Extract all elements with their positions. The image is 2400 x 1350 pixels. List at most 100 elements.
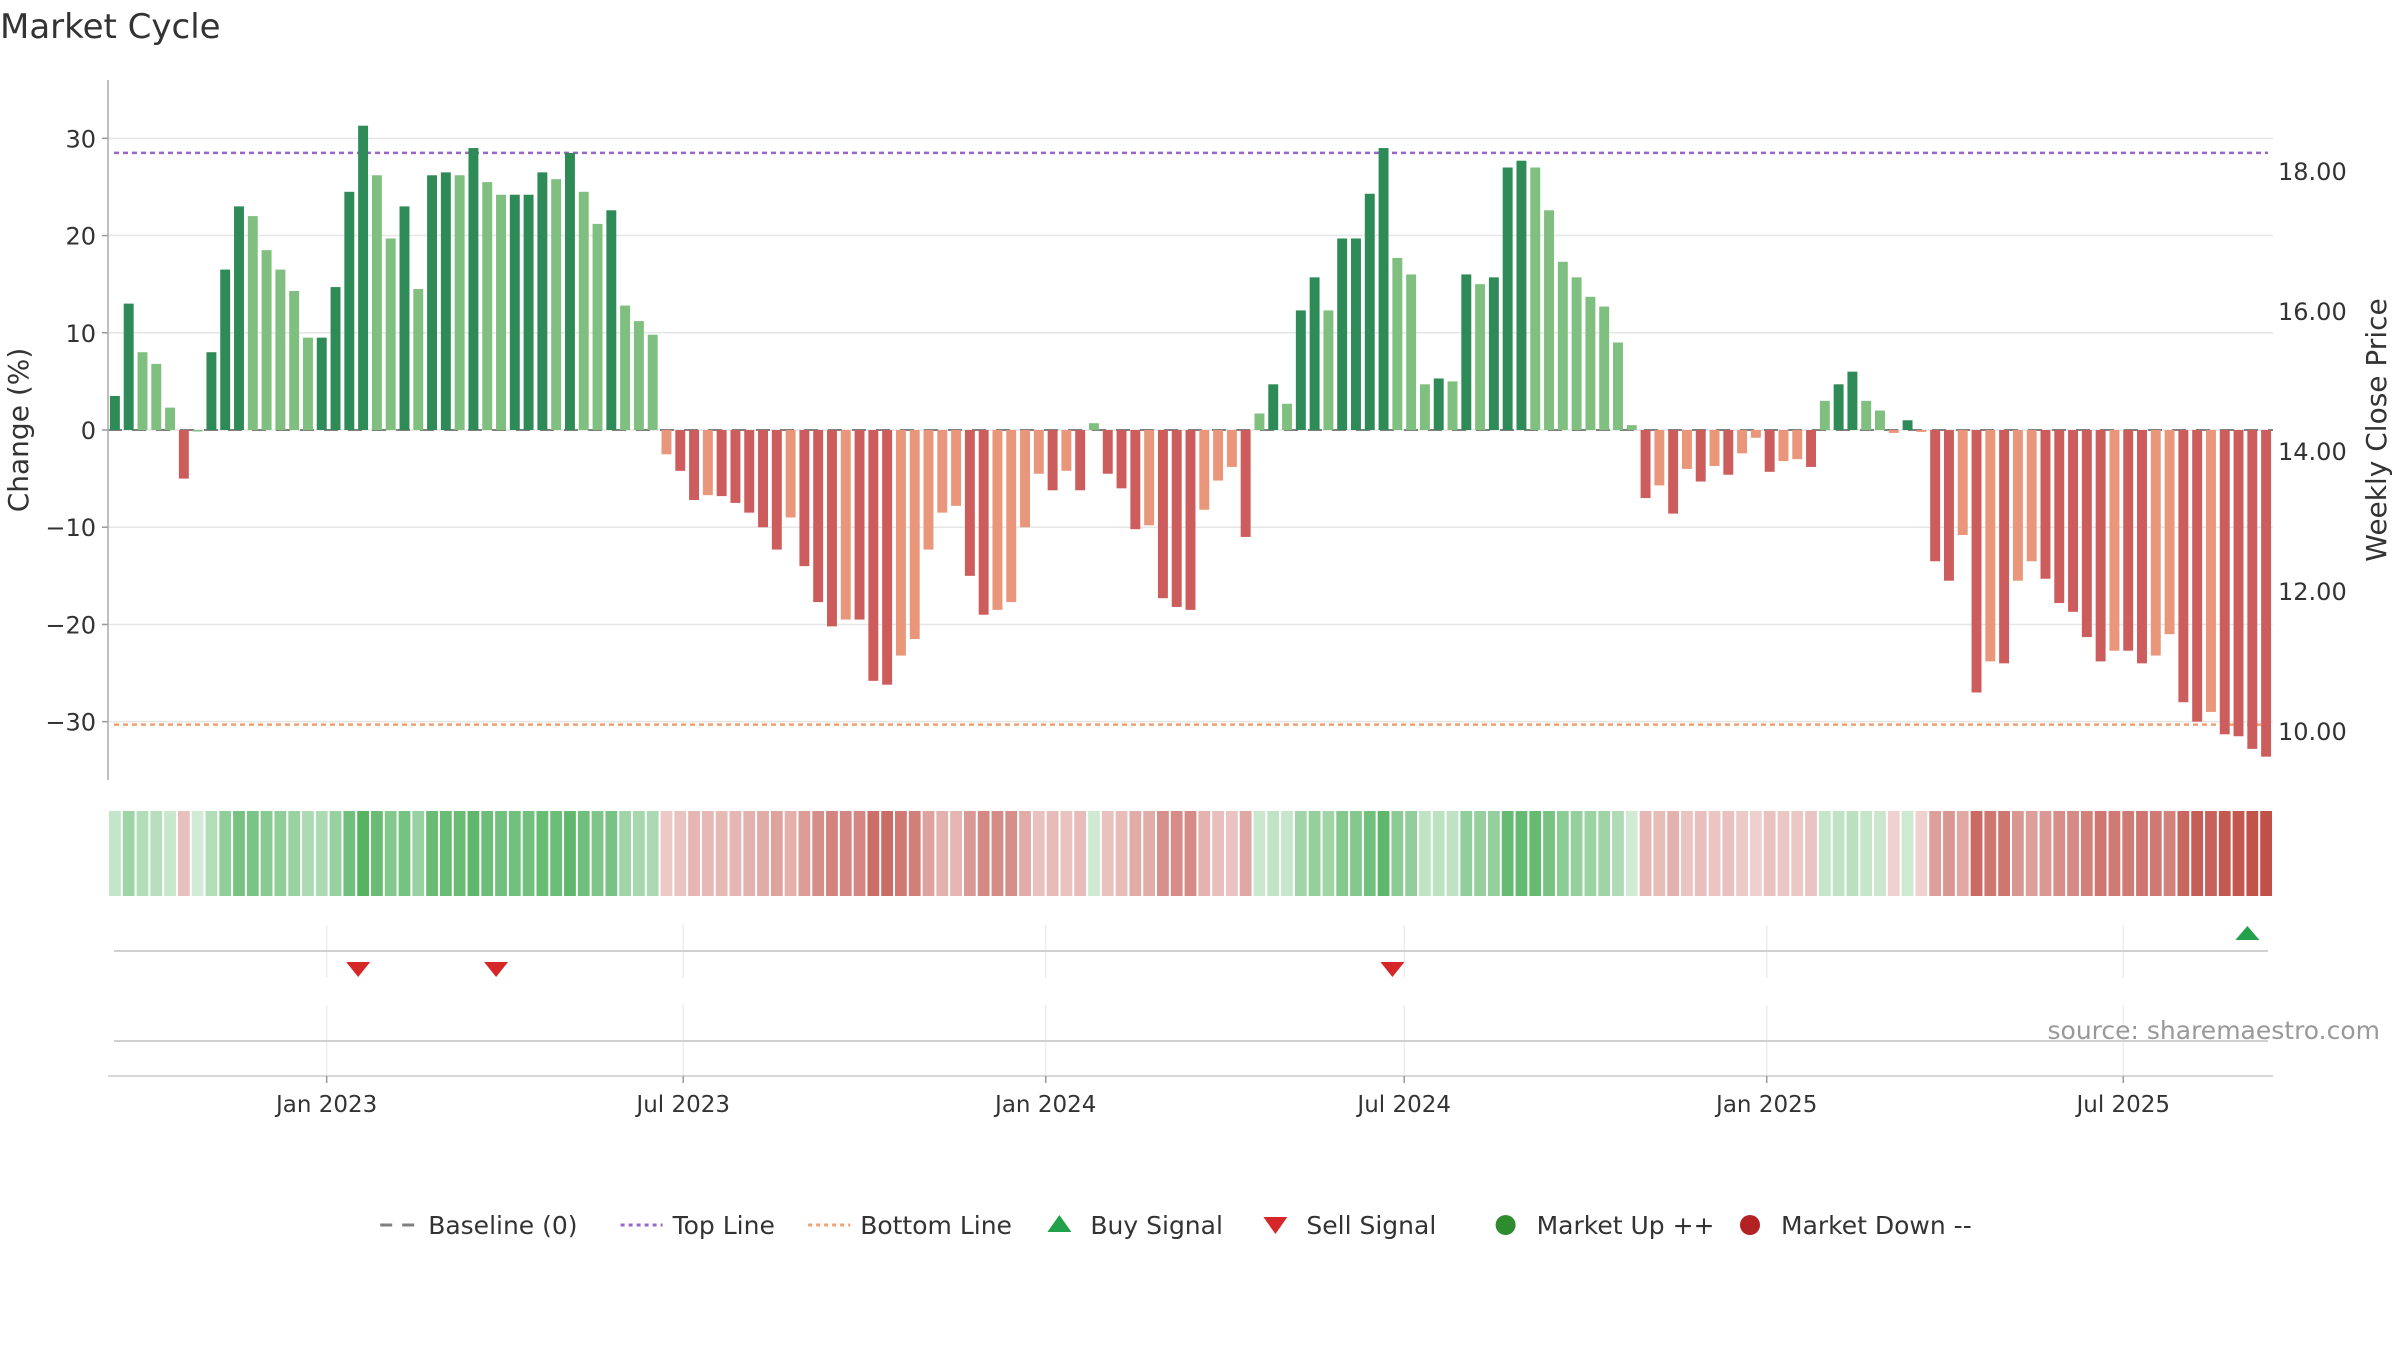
bar bbox=[371, 175, 382, 430]
heat-cell bbox=[1763, 811, 1776, 896]
bar bbox=[564, 152, 575, 430]
heat-cell bbox=[1046, 811, 1059, 896]
heat-cell bbox=[1736, 811, 1748, 896]
legend-label: Bottom Line bbox=[860, 1211, 1012, 1240]
bar bbox=[675, 430, 686, 471]
bar bbox=[1640, 430, 1651, 499]
bar bbox=[178, 430, 189, 479]
bar bbox=[633, 321, 644, 430]
bar bbox=[2040, 430, 2051, 579]
heat-cell bbox=[963, 811, 976, 896]
heat-cell bbox=[136, 811, 149, 896]
heat-cell bbox=[177, 811, 190, 896]
bar bbox=[206, 352, 217, 430]
heat-cell bbox=[1584, 811, 1597, 896]
heat-cell bbox=[1970, 811, 1983, 896]
bar bbox=[606, 210, 617, 430]
bar bbox=[592, 223, 603, 430]
heat-cell bbox=[164, 811, 176, 896]
heat-cell bbox=[467, 811, 480, 896]
bar bbox=[1778, 430, 1789, 462]
y-right-tick-label: 10.00 bbox=[2278, 718, 2347, 746]
heat-cell bbox=[2039, 811, 2052, 896]
bar bbox=[1171, 430, 1182, 607]
bar bbox=[165, 407, 176, 430]
axes: 30 20 10 0 −10 −20 −30 18.00 16.00 14.00 12.00 10.0… bbox=[45, 80, 2347, 780]
bar bbox=[1047, 430, 1058, 491]
heat-cell bbox=[812, 811, 825, 896]
bar bbox=[344, 191, 355, 430]
bar bbox=[1695, 430, 1706, 482]
bar bbox=[799, 430, 810, 567]
x-axis: Jan 2023 Jul 2023 Jan 2024 Jul 2024 Jan 2025… bbox=[108, 1075, 2273, 1118]
sell-signal-marker bbox=[1380, 962, 1405, 977]
heat-cell bbox=[315, 811, 328, 896]
x-tick-label: Jan 2024 bbox=[993, 1092, 1096, 1118]
heat-cell bbox=[1460, 811, 1473, 896]
legend-label: Buy Signal bbox=[1090, 1211, 1223, 1240]
y-tick-label: −10 bbox=[45, 514, 96, 542]
triangle-up-icon bbox=[1047, 1215, 1072, 1232]
bar bbox=[647, 334, 658, 430]
bar bbox=[1557, 261, 1568, 430]
heat-cell bbox=[895, 811, 907, 896]
x-tick-label: Jan 2025 bbox=[1714, 1092, 1817, 1118]
heat-cell bbox=[701, 811, 714, 896]
heat-cell bbox=[1805, 811, 1817, 896]
sell-signal-marker bbox=[484, 962, 509, 977]
bar bbox=[978, 430, 989, 615]
bar bbox=[923, 430, 934, 550]
bar bbox=[1406, 274, 1417, 430]
source-note: source: sharemaestro.com bbox=[2048, 1016, 2381, 1045]
bar bbox=[2192, 430, 2203, 722]
bar bbox=[1240, 430, 1251, 537]
bar bbox=[1419, 384, 1430, 430]
heat-cell bbox=[1239, 811, 1252, 896]
heat-cell bbox=[591, 811, 604, 896]
bar bbox=[992, 430, 1003, 610]
heat-cell bbox=[550, 811, 563, 896]
bar bbox=[109, 395, 120, 430]
heat-cell bbox=[1956, 811, 1969, 896]
bar bbox=[1378, 148, 1389, 431]
signals-panel bbox=[114, 925, 2268, 978]
bar bbox=[413, 289, 424, 430]
heat-cell bbox=[1791, 811, 1804, 896]
heat-cell bbox=[1446, 811, 1459, 896]
bars bbox=[109, 125, 2272, 757]
bar bbox=[1764, 430, 1775, 472]
heat-cell bbox=[246, 811, 259, 896]
bar bbox=[1351, 238, 1361, 430]
legend-item: Market Up ++ bbox=[1495, 1211, 1715, 1240]
heat-cell bbox=[1336, 811, 1349, 896]
legend-item: Top Line bbox=[620, 1211, 775, 1240]
bar bbox=[1985, 430, 1996, 662]
bar bbox=[1488, 277, 1499, 430]
bar bbox=[620, 305, 631, 430]
heat-cell bbox=[2177, 811, 2190, 896]
heat-cell bbox=[2205, 811, 2217, 896]
heat-cell bbox=[1860, 811, 1873, 896]
bar bbox=[1461, 274, 1472, 430]
bar bbox=[730, 430, 741, 503]
bar bbox=[1750, 430, 1761, 438]
bar bbox=[1709, 430, 1720, 466]
heat-cell bbox=[288, 811, 301, 896]
bar bbox=[289, 290, 300, 430]
heat-cell bbox=[205, 811, 218, 896]
heat-cell bbox=[1901, 811, 1914, 896]
bar bbox=[1599, 306, 1610, 430]
bar bbox=[2233, 430, 2244, 737]
bar bbox=[454, 175, 465, 430]
heat-cell bbox=[412, 811, 425, 896]
heat-cell bbox=[605, 811, 618, 896]
bar bbox=[1213, 430, 1224, 481]
chart-title: Market Cycle bbox=[0, 7, 221, 47]
circle-icon bbox=[1495, 1215, 1516, 1235]
heat-cell bbox=[1322, 811, 1335, 896]
heat-cell bbox=[1143, 811, 1156, 896]
heat-cell bbox=[1681, 811, 1693, 896]
heat-cell bbox=[1943, 811, 1955, 896]
bar bbox=[951, 430, 962, 506]
heat-cell bbox=[453, 811, 466, 896]
